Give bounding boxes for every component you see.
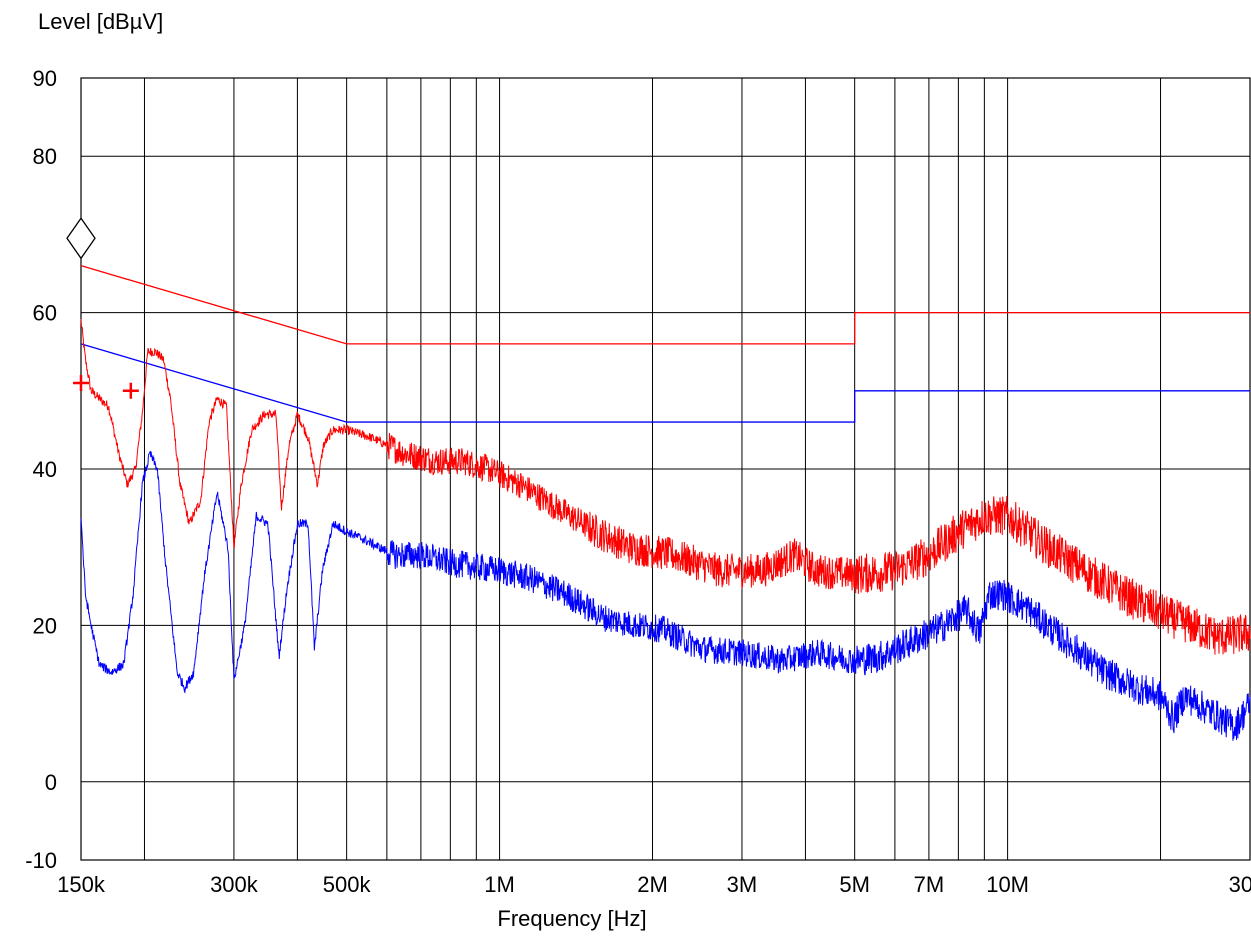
- x-tick-label: 30M: [1229, 872, 1251, 897]
- label-layer: Level [dBµV] Frequency [Hz] 150k 300k 500k…: [25, 9, 1251, 931]
- y-tick-label: 90: [33, 66, 57, 91]
- x-tick-label: 2M: [637, 872, 668, 897]
- y-tick-label: 40: [33, 457, 57, 482]
- x-tick-label: 10M: [986, 872, 1029, 897]
- x-tick-label: 500k: [323, 872, 372, 897]
- avg-trace-line: [80, 450, 1251, 741]
- plus-marker: [73, 374, 89, 391]
- series-layer: [80, 265, 1251, 741]
- y-tick-label: -10: [25, 848, 57, 873]
- avg-limit-line: [80, 343, 1250, 423]
- y-tick-label: 60: [33, 301, 57, 326]
- x-tick-label: 5M: [839, 872, 870, 897]
- x-tick-label: 150k: [57, 872, 106, 897]
- x-tick-label: 7M: [914, 872, 945, 897]
- x-axis-label: Frequency [Hz]: [497, 906, 646, 931]
- plus-marker: [122, 382, 139, 399]
- plot-frame: [80, 77, 1251, 861]
- grid-layer: [80, 77, 1251, 861]
- y-tick-label: 0: [45, 770, 57, 795]
- y-axis-label: Level [dBµV]: [38, 9, 163, 34]
- diamond-marker: [66, 217, 96, 260]
- x-tick-label: 300k: [210, 872, 259, 897]
- qp-limit-line: [80, 265, 1250, 345]
- x-tick-label: 1M: [484, 872, 515, 897]
- y-tick-label: 20: [33, 613, 57, 638]
- x-tick-label: 3M: [727, 872, 758, 897]
- y-tick-label: 80: [33, 144, 57, 169]
- qp-trace-line: [80, 318, 1251, 655]
- marker-layer: [66, 217, 139, 399]
